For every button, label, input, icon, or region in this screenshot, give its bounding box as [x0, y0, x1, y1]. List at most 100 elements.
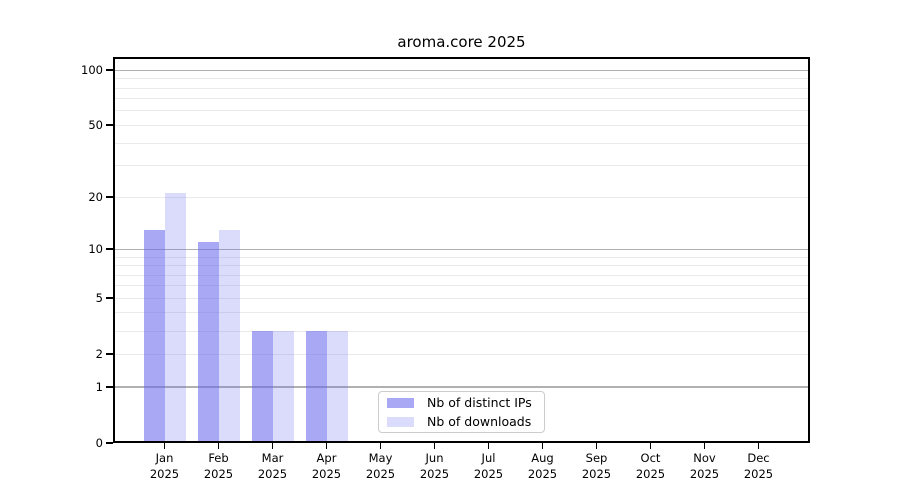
x-tick-year: 2025	[635, 466, 666, 481]
bar-mar-downloads	[272, 331, 294, 443]
x-tick-year: 2025	[743, 466, 774, 481]
minor-gridline	[113, 256, 810, 258]
x-tick-year: 2025	[257, 466, 288, 481]
minor-gridline	[113, 124, 810, 126]
plot-area	[113, 57, 810, 443]
x-axis-tick	[433, 443, 436, 449]
bar-mar-distinct-ips	[251, 331, 273, 443]
y-tick-label: 20	[88, 190, 103, 205]
legend-swatch-distinct-ips	[387, 397, 414, 408]
bar-feb-downloads	[218, 229, 240, 443]
x-tick-label: Apr 2025	[297, 451, 357, 482]
x-axis-tick	[271, 443, 274, 449]
x-tick-year: 2025	[149, 466, 180, 481]
bar-feb-distinct-ips	[197, 242, 219, 443]
y-tick-label: 2	[95, 347, 103, 362]
x-tick-month: Sep	[585, 451, 608, 465]
legend: Nb of distinct IPs Nb of downloads	[378, 391, 545, 433]
minor-gridline	[113, 353, 810, 355]
legend-label-distinct-ips: Nb of distinct IPs	[427, 395, 532, 410]
x-tick-label: Feb 2025	[189, 451, 249, 482]
x-tick-label: Aug 2025	[513, 451, 573, 482]
y-tick-label: 100	[81, 63, 103, 78]
x-axis-tick	[325, 443, 328, 449]
y-tick-label: 5	[95, 291, 103, 306]
minor-gridline	[113, 312, 810, 314]
y-axis-tick	[106, 297, 113, 300]
minor-gridline	[113, 110, 810, 112]
y-axis-tick	[106, 196, 113, 198]
x-axis-tick	[487, 443, 490, 449]
x-tick-year: 2025	[419, 466, 450, 481]
minor-gridline	[113, 196, 810, 198]
x-tick-month: Jun	[425, 451, 444, 465]
y-axis-tick	[106, 69, 113, 72]
y-axis-tick	[106, 124, 113, 127]
y-tick-label: 10	[88, 242, 103, 257]
x-axis-tick	[379, 443, 382, 449]
y-axis-tick	[106, 248, 113, 251]
x-tick-label: Dec 2025	[729, 451, 789, 482]
bar-jan-downloads	[164, 193, 186, 443]
bar-jan-distinct-ips	[143, 229, 165, 443]
minor-gridline	[113, 165, 810, 167]
x-tick-label: Mar 2025	[243, 451, 303, 482]
x-axis-tick	[595, 443, 598, 449]
legend-label-downloads: Nb of downloads	[427, 414, 532, 429]
minor-gridline	[113, 142, 810, 144]
x-axis-tick	[163, 443, 166, 449]
x-tick-label: Jan 2025	[135, 451, 195, 482]
x-tick-label: Oct 2025	[621, 451, 681, 482]
x-axis-tick	[757, 443, 760, 449]
legend-swatch-downloads	[387, 416, 414, 427]
x-tick-label: Nov 2025	[675, 451, 735, 482]
minor-gridline	[113, 78, 810, 80]
x-tick-label: Sep 2025	[567, 451, 627, 482]
x-axis-tick	[217, 443, 220, 449]
bar-apr-distinct-ips	[305, 331, 327, 443]
minor-gridline	[113, 330, 810, 332]
x-tick-month: Mar	[261, 451, 284, 465]
legend-item-downloads: Nb of downloads	[387, 414, 536, 429]
major-gridline	[113, 248, 810, 250]
x-tick-label: Jul 2025	[459, 451, 519, 482]
x-tick-year: 2025	[527, 466, 558, 481]
y-tick-label: 0	[95, 436, 103, 450]
minor-gridline	[113, 87, 810, 89]
x-tick-year: 2025	[473, 466, 504, 481]
minor-gridline	[113, 297, 810, 299]
x-tick-month: Nov	[693, 451, 716, 465]
x-axis-tick	[649, 443, 652, 449]
bar-apr-downloads	[326, 331, 348, 443]
x-tick-month: Jul	[481, 451, 496, 465]
x-tick-month: Dec	[747, 451, 770, 465]
y-tick-label: 1	[95, 380, 103, 394]
major-gridline	[113, 69, 810, 71]
legend-item-distinct-ips: Nb of distinct IPs	[387, 395, 536, 410]
x-tick-month: Aug	[531, 451, 554, 465]
x-tick-month: Apr	[316, 451, 337, 465]
x-tick-year: 2025	[365, 466, 396, 481]
y-axis-tick	[106, 386, 113, 388]
y-tick-label: 50	[88, 118, 103, 133]
y-axis-tick	[106, 353, 113, 356]
x-axis-tick	[541, 443, 544, 449]
x-axis-tick	[703, 443, 706, 449]
x-tick-year: 2025	[689, 466, 720, 481]
x-tick-year: 2025	[581, 466, 612, 481]
x-tick-month: Feb	[208, 451, 229, 465]
minor-gridline	[113, 285, 810, 287]
y-axis-tick	[106, 442, 113, 444]
minor-gridline	[113, 98, 810, 100]
chart-title: aroma.core 2025	[397, 33, 526, 51]
major-gridline	[113, 386, 810, 388]
x-tick-label: May 2025	[351, 451, 411, 482]
x-tick-label: Jun 2025	[405, 451, 465, 482]
minor-gridline	[113, 274, 810, 276]
x-tick-month: May	[368, 451, 393, 465]
x-tick-month: Oct	[640, 451, 661, 465]
minor-gridline	[113, 265, 810, 266]
x-tick-month: Jan	[155, 451, 174, 465]
x-tick-year: 2025	[311, 466, 342, 481]
